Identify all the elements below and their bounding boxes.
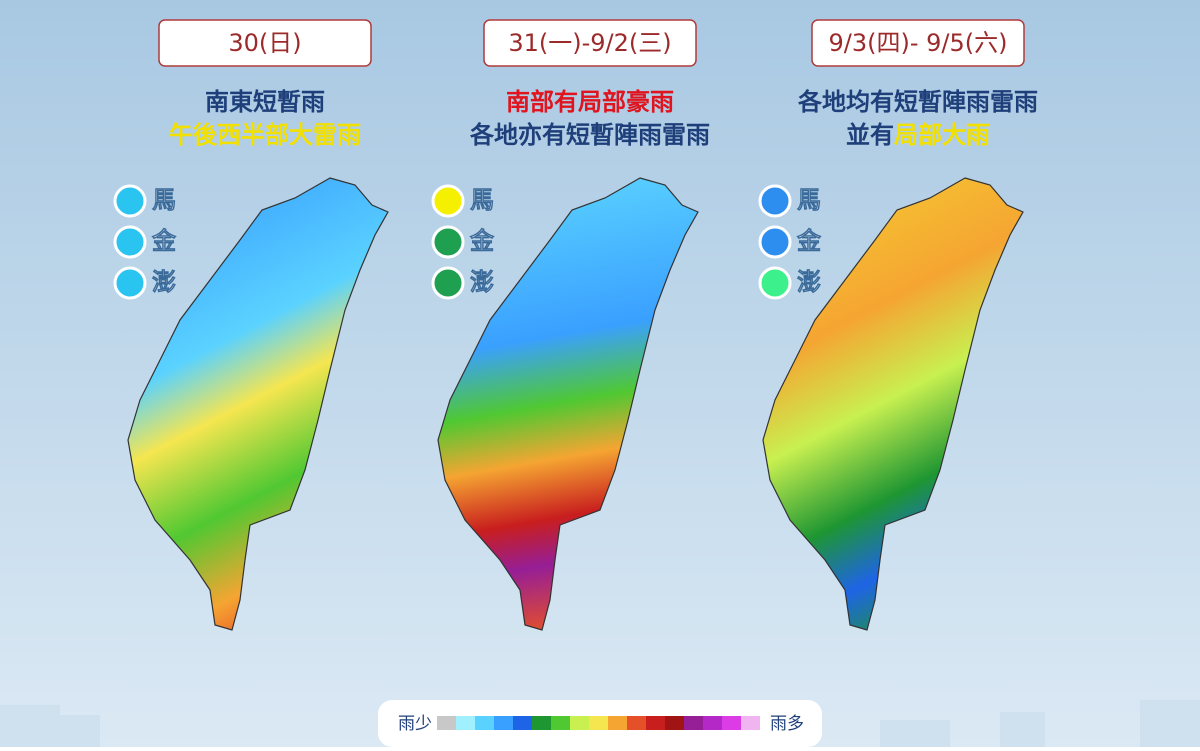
island-label: 澎 bbox=[797, 268, 821, 296]
island-marker bbox=[758, 184, 792, 218]
island-marker bbox=[431, 184, 465, 218]
headline: 午後西半部大雷雨 bbox=[169, 121, 361, 149]
headline-segment: 午後西半部大雷雨 bbox=[169, 121, 361, 149]
island-label: 金 bbox=[151, 227, 177, 255]
island-marker bbox=[431, 266, 465, 300]
skyline bbox=[0, 700, 1200, 747]
legend-swatch bbox=[627, 716, 646, 730]
island-label: 馬 bbox=[152, 186, 176, 214]
headline-segment: 並有 bbox=[846, 121, 894, 149]
island-label: 澎 bbox=[470, 268, 494, 296]
headline-segment: 各地均有短暫陣雨雷雨 bbox=[797, 88, 1038, 116]
legend-swatch bbox=[589, 716, 608, 730]
headline-segment: 各地亦有短暫陣雨雷雨 bbox=[469, 121, 710, 149]
legend-swatch bbox=[741, 716, 760, 730]
legend-swatch bbox=[475, 716, 494, 730]
headline: 並有局部大雨 bbox=[846, 121, 990, 149]
legend-swatch bbox=[551, 716, 570, 730]
island-label: 馬 bbox=[470, 186, 494, 214]
date-box bbox=[811, 19, 1025, 67]
island-label: 金 bbox=[796, 227, 822, 255]
legend-swatch bbox=[494, 716, 513, 730]
headline: 各地亦有短暫陣雨雷雨 bbox=[469, 121, 710, 149]
legend-swatch bbox=[608, 716, 627, 730]
legend-swatch bbox=[684, 716, 703, 730]
date-label: 9/3(四)- 9/5(六) bbox=[829, 29, 1008, 57]
legend-high: 雨多 bbox=[770, 714, 804, 734]
date-label: 31(一)-9/2(三) bbox=[508, 29, 671, 57]
headline: 各地均有短暫陣雨雷雨 bbox=[797, 88, 1038, 116]
island-marker bbox=[758, 266, 792, 300]
legend-swatch bbox=[456, 716, 475, 730]
legend-swatch bbox=[570, 716, 589, 730]
headline-segment: 南部有局部豪雨 bbox=[506, 88, 674, 116]
date-box bbox=[483, 19, 697, 67]
island-label: 馬 bbox=[797, 186, 821, 214]
date-box bbox=[158, 19, 372, 67]
headline: 南東短暫雨 bbox=[205, 88, 325, 116]
island-marker bbox=[113, 225, 147, 259]
island-marker bbox=[113, 184, 147, 218]
legend-low: 雨少 bbox=[398, 714, 432, 734]
headline: 南部有局部豪雨 bbox=[506, 88, 674, 116]
date-label: 30(日) bbox=[228, 29, 301, 57]
legend-swatch bbox=[703, 716, 722, 730]
headline-segment: 南東短暫雨 bbox=[205, 88, 325, 116]
legend-swatch bbox=[513, 716, 532, 730]
legend-swatch bbox=[437, 716, 456, 730]
island-marker bbox=[431, 225, 465, 259]
island-marker bbox=[113, 266, 147, 300]
island-label: 澎 bbox=[152, 268, 176, 296]
headline-segment: 局部大雨 bbox=[894, 121, 990, 149]
legend-swatch bbox=[646, 716, 665, 730]
island-label: 金 bbox=[469, 227, 495, 255]
legend-swatch bbox=[722, 716, 741, 730]
island-marker bbox=[758, 225, 792, 259]
legend-swatch bbox=[532, 716, 551, 730]
legend-swatch bbox=[665, 716, 684, 730]
